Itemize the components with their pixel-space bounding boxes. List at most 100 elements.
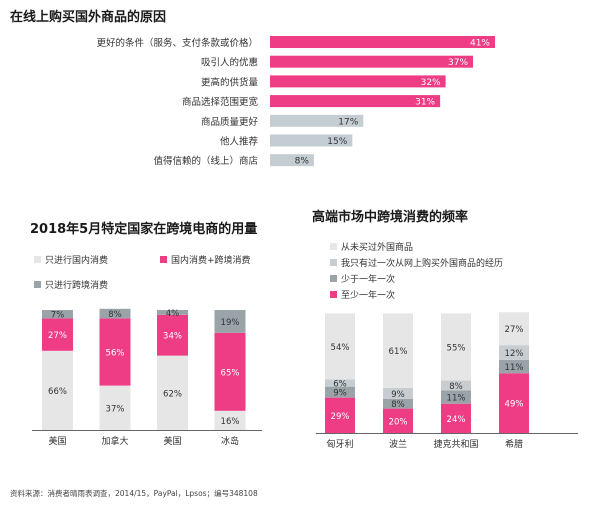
stack-segment [325, 386, 355, 398]
stack-segment [441, 313, 471, 381]
stack-segment [214, 310, 246, 333]
segment-value-label: 66% [48, 387, 67, 397]
bar-value-label: 8% [295, 157, 310, 167]
category-label: 捷克共和国 [433, 438, 478, 450]
bar-value-label: 15% [327, 137, 347, 147]
bar-value-label: 41% [470, 39, 490, 49]
segment-value-label: 24% [447, 415, 466, 425]
chart1-title: 在线上购买国外商品的原因 [10, 10, 167, 25]
category-label: 商品选择范围更宽 [182, 96, 259, 108]
segment-value-label: 6% [333, 379, 347, 389]
bar [270, 95, 441, 108]
segment-value-label: 61% [389, 347, 408, 357]
stack-segment [157, 310, 188, 315]
category-label: 更高的供货量 [201, 76, 259, 88]
stack-segment [99, 318, 131, 386]
bar-value-label: 17% [338, 117, 358, 127]
stack-segment [499, 312, 529, 346]
stack-segment [383, 408, 413, 433]
segment-value-label: 11% [447, 394, 466, 404]
stack-segment [499, 345, 529, 360]
category-label: 加拿大 [101, 435, 128, 447]
legend-swatch-light [34, 256, 41, 263]
category-label: 冰岛 [221, 435, 239, 447]
segment-value-label: 65% [221, 368, 240, 378]
segment-value-label: 11% [505, 363, 524, 373]
legend-swatch-pink [160, 256, 167, 263]
chart2-legend-item-domestic: 只进行国内消费 [34, 253, 108, 266]
segment-value-label: 62% [163, 389, 182, 399]
stack-segment [214, 410, 246, 430]
segment-value-label: 19% [221, 318, 240, 328]
stack-segment [499, 373, 529, 433]
legend-label: 只进行跨境消费 [45, 281, 109, 291]
legend-label: 少于一年一次 [341, 275, 396, 285]
reasons-bar-chart: 更好的条件（服务、支付条款或价格） 41% 吸引人的优惠 37% 更高的供货量 32% 商品… [96, 36, 495, 167]
segment-value-label: 29% [331, 412, 350, 422]
segment-value-label: 27% [48, 331, 67, 341]
segment-value-label: 20% [389, 417, 408, 427]
stack-segment [383, 398, 413, 409]
stack-segment [325, 379, 355, 387]
stack-segment [441, 390, 471, 404]
category-label: 更好的条件（服务、支付条款或价格） [96, 37, 258, 49]
bar-value-label: 37% [448, 58, 468, 68]
bar [270, 36, 495, 48]
category-label: 美国 [163, 435, 181, 447]
chart3-legend-item-once: 我只有过一次从网上购买外国商品的经历 [330, 256, 503, 269]
legend-swatch-light [330, 243, 337, 250]
legend-swatch-dark [330, 275, 337, 282]
stack-segment [157, 314, 188, 356]
stack-segment [383, 387, 413, 399]
category-label: 匈牙利 [326, 438, 353, 450]
segment-value-label: 8% [108, 310, 122, 320]
segment-value-label: 55% [447, 343, 466, 353]
category-label: 他人推荐 [220, 136, 259, 148]
stack-segment [42, 350, 73, 430]
segment-value-label: 4% [166, 309, 180, 319]
stack-segment [42, 318, 73, 351]
source-note: 资料来源：消费者晴雨表调查，2014/15，PayPal，Lpsos；编号348… [10, 489, 258, 498]
bar [270, 114, 364, 127]
chart2-legend-item-crossborder: 只进行跨境消费 [34, 278, 108, 291]
frequency-chart: 29%9%6%54%匈牙利20%8%9%61%波兰24%11%8%55%捷克共和… [316, 312, 578, 450]
segment-value-label: 56% [106, 349, 125, 359]
bar [270, 75, 446, 88]
segment-value-label: 34% [163, 332, 182, 342]
legend-label: 只进行国内消费 [45, 256, 109, 266]
stack-segment [325, 397, 355, 433]
category-label: 波兰 [389, 438, 407, 450]
segment-value-label: 8% [449, 382, 463, 392]
category-label: 值得信赖的（线上）商店 [153, 155, 258, 167]
segment-value-label: 12% [505, 349, 524, 359]
stack-segment [441, 380, 471, 391]
segment-value-label: 7% [51, 311, 65, 321]
bar [270, 55, 474, 68]
segment-value-label: 9% [391, 390, 405, 400]
category-label: 美国 [48, 435, 66, 447]
legend-label: 从未买过外国商品 [341, 243, 414, 253]
chart2-title: 2018年5月特定国家在跨境电商的用量 [30, 222, 258, 237]
stack-segment [157, 355, 188, 430]
segment-value-label: 16% [221, 417, 240, 427]
category-label: 商品质量更好 [201, 116, 259, 128]
segment-value-label: 8% [391, 400, 405, 410]
legend-swatch-dark [34, 281, 41, 288]
stack-segment [499, 359, 529, 374]
segment-value-label: 27% [505, 325, 524, 335]
bar [270, 134, 353, 147]
legend-label: 至少一年一次 [341, 291, 396, 301]
stack-segment [325, 313, 355, 380]
segment-value-label: 49% [505, 400, 524, 410]
segment-value-label: 54% [331, 343, 350, 353]
stack-segment [99, 308, 131, 319]
chart3-legend-item-never: 从未买过外国商品 [330, 240, 413, 253]
stack-segment [441, 403, 471, 433]
segment-value-label: 9% [333, 389, 347, 399]
country-usage-chart: 66% 27% 7% 美国 37% 56% 8% 加拿大 62% 34% 4% 美国 16% 65% 19%… [32, 308, 262, 447]
legend-swatch-pink [330, 291, 337, 298]
bar [270, 154, 314, 167]
stack-segment [99, 385, 131, 430]
stack-segment [383, 313, 413, 388]
category-label: 希腊 [505, 438, 523, 450]
